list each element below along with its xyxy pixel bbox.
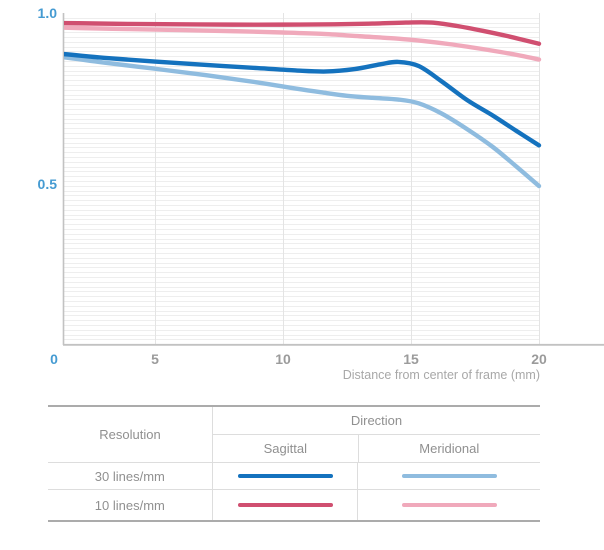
sagittal-column-header: Sagittal bbox=[213, 435, 359, 462]
mtf-plot-canvas bbox=[62, 13, 604, 346]
direction-subheader-row: Sagittal Meridional bbox=[213, 435, 540, 462]
legend-swatch-30-sagittal bbox=[237, 474, 333, 478]
resolution-header-label: Resolution bbox=[99, 427, 161, 442]
legend-row-10-lines: 10 lines/mm bbox=[48, 490, 540, 520]
mtf-chart: 1.0 0.5 0 5 10 15 20 Distance from center of … bbox=[37, 5, 604, 382]
resolution-header-cell: Resolution bbox=[48, 407, 213, 462]
curve-30-lines-mm-sagittal bbox=[64, 51, 542, 148]
legend-swatch-10-sagittal bbox=[237, 503, 333, 507]
curve-10-lines-mm-sagittal bbox=[64, 20, 542, 46]
x-axis-title: Distance from center of frame (mm) bbox=[342, 368, 540, 382]
resolution-label-10: 10 lines/mm bbox=[48, 490, 213, 520]
legend-table: Resolution Direction Sagittal Meridional… bbox=[48, 405, 540, 522]
direction-header-cell: Direction bbox=[213, 407, 540, 435]
y-tick-1.0: 1.0 bbox=[37, 5, 57, 21]
curve-30-lines-mm-meridional bbox=[64, 55, 542, 189]
x-tick-20: 20 bbox=[531, 351, 547, 367]
resolution-label-30: 30 lines/mm bbox=[48, 463, 213, 489]
x-tick-15: 15 bbox=[403, 351, 419, 367]
direction-header-group: Direction Sagittal Meridional bbox=[213, 407, 540, 462]
legend-row-30-lines: 30 lines/mm bbox=[48, 463, 540, 490]
meridional-column-header: Meridional bbox=[419, 441, 480, 456]
x-tick-5: 5 bbox=[151, 351, 159, 367]
legend-swatch-10-meridional bbox=[401, 503, 497, 507]
legend-cell-30-sagittal bbox=[213, 463, 359, 489]
x-tick-0: 0 bbox=[50, 351, 58, 367]
legend-cell-30-meridional bbox=[358, 463, 540, 489]
legend-swatch-30-meridional bbox=[401, 474, 497, 478]
legend-table-header: Resolution Direction Sagittal Meridional bbox=[48, 407, 540, 463]
x-tick-10: 10 bbox=[275, 351, 291, 367]
curve-10-lines-mm-meridional bbox=[64, 25, 542, 62]
direction-header-label: Direction bbox=[350, 413, 403, 428]
y-tick-0.5: 0.5 bbox=[37, 176, 57, 192]
legend-cell-10-sagittal bbox=[213, 490, 359, 520]
legend-cell-10-meridional bbox=[358, 490, 540, 520]
